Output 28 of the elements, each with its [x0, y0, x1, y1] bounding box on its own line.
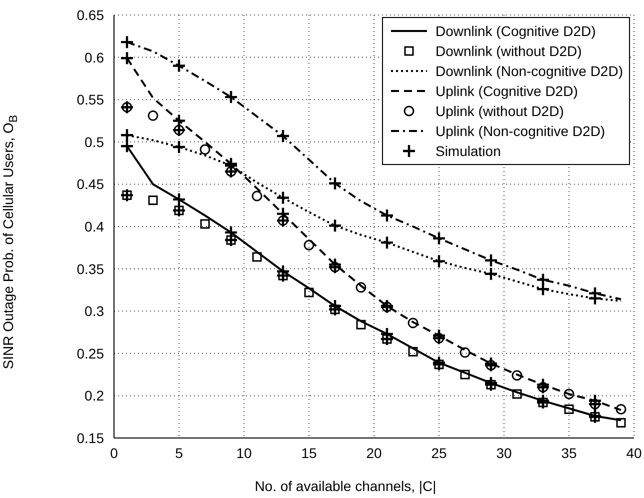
y-tick-label: 0.35	[76, 260, 104, 277]
x-tick-label: 40	[626, 444, 642, 461]
y-tick-label: 0.2	[84, 388, 104, 404]
legend-label: Uplink (Cognitive D2D)	[435, 83, 578, 99]
legend-label: Downlink (without D2D)	[435, 43, 582, 59]
y-tick-label: 0.15	[76, 430, 104, 446]
y-tick-label: 0.45	[76, 176, 104, 192]
x-axis-title: No. of available channels, |C|	[254, 478, 438, 494]
y-tick-label: 0.65	[76, 6, 104, 23]
legend-label: Uplink (Non-cognitive D2D)	[435, 123, 606, 139]
x-tick-label: 10	[236, 444, 252, 461]
x-tick-label: 20	[366, 444, 382, 461]
y-tick-label: 0.25	[76, 345, 104, 362]
x-tick-label: 15	[301, 444, 317, 461]
y-tick-label: 0.3	[84, 303, 104, 320]
y-tick-label: 0.4	[84, 218, 104, 234]
legend-label: Simulation	[435, 143, 501, 159]
legend-label: Downlink (Cognitive D2D)	[435, 23, 596, 39]
legend-label: Downlink (Non-cognitive D2D)	[435, 63, 623, 79]
y-tick-label: 0.55	[76, 92, 104, 108]
x-tick-label: 0	[110, 444, 118, 461]
x-tick-label: 35	[561, 444, 577, 461]
x-tick-label: 5	[175, 444, 184, 461]
x-tick-label: 30	[496, 444, 512, 461]
y-tick-label: 0.5	[84, 134, 104, 150]
legend-label: Uplink (without D2D)	[435, 103, 564, 119]
y-tick-label: 0.6	[84, 49, 104, 66]
x-tick-label: 25	[431, 444, 447, 461]
